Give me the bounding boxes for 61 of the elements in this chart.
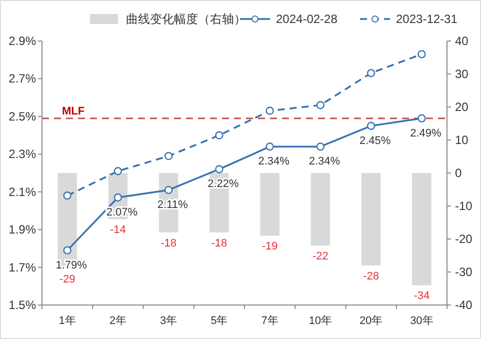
- point: [215, 131, 224, 140]
- y2-tick-label: -20: [455, 232, 473, 246]
- data-label: -22: [312, 250, 328, 263]
- y-tick-label: 2.5%: [8, 109, 36, 124]
- point: [418, 114, 426, 122]
- point: [418, 50, 426, 58]
- data-label: -34: [414, 290, 430, 302]
- data-label: -18: [160, 237, 177, 250]
- data-label: -18: [211, 237, 228, 250]
- data-label: -14: [110, 224, 126, 236]
- ref-line-label: MLF: [62, 105, 85, 118]
- y2-tick-label: -30: [455, 265, 473, 279]
- x-tick-label: 1年: [58, 315, 76, 327]
- data-label: 2.11%: [157, 198, 188, 211]
- point: [266, 106, 274, 115]
- point: [164, 152, 173, 160]
- y2-tick-label: 0: [455, 166, 462, 180]
- y-tick-label: 2.9%: [8, 34, 36, 48]
- data-label: 2.07%: [106, 206, 138, 219]
- y-tick-label: 1.9%: [8, 222, 36, 237]
- point: [266, 142, 274, 151]
- y-tick-label: 1.5%: [8, 298, 36, 312]
- y2-tick-label: 20: [455, 100, 469, 114]
- point: [114, 167, 122, 176]
- y-tick-label: 2.1%: [8, 184, 36, 199]
- y2-tick-label: 10: [455, 133, 469, 147]
- legend-label: 2024-02-28: [276, 12, 338, 26]
- x-tick-label: 30年: [410, 315, 434, 327]
- y2-tick-label: 30: [455, 67, 469, 81]
- data-label: 2.49%: [410, 127, 442, 140]
- y-tick-label: 2.3%: [8, 147, 36, 162]
- y-tick-label: 1.7%: [8, 260, 36, 274]
- point: [366, 122, 376, 130]
- x-tick-label: 5年: [210, 315, 228, 327]
- y2-tick-label: -10: [455, 199, 473, 213]
- point: [215, 165, 224, 174]
- x-tick-label: 7年: [261, 315, 278, 327]
- y-tick-label: 2.7%: [8, 72, 36, 86]
- point: [164, 186, 173, 194]
- point: [63, 246, 72, 254]
- data-label: 2.22%: [208, 178, 239, 190]
- data-label: -29: [59, 274, 76, 286]
- y2-tick-label: 40: [455, 34, 469, 48]
- data-label: 2.34%: [308, 156, 340, 168]
- data-label: 2.34%: [258, 156, 290, 168]
- point: [63, 192, 72, 200]
- y2-tick-label: -40: [455, 298, 473, 312]
- data-label: 1.79%: [56, 259, 88, 272]
- data-label: -19: [262, 240, 278, 253]
- data-label: 2.45%: [359, 134, 391, 147]
- x-tick-label: 2年: [109, 315, 126, 327]
- x-tick-label: 20年: [359, 315, 383, 327]
- x-tick-label: 3年: [160, 315, 178, 327]
- legend-label: 2023-12-31: [396, 12, 458, 26]
- point: [316, 101, 325, 110]
- point: [114, 193, 122, 202]
- point: [316, 142, 325, 151]
- x-tick-label: 10年: [308, 315, 332, 327]
- legend-label: 曲线变化幅度（右轴）: [126, 12, 246, 26]
- data-label: -28: [363, 270, 380, 282]
- point: [366, 68, 376, 78]
